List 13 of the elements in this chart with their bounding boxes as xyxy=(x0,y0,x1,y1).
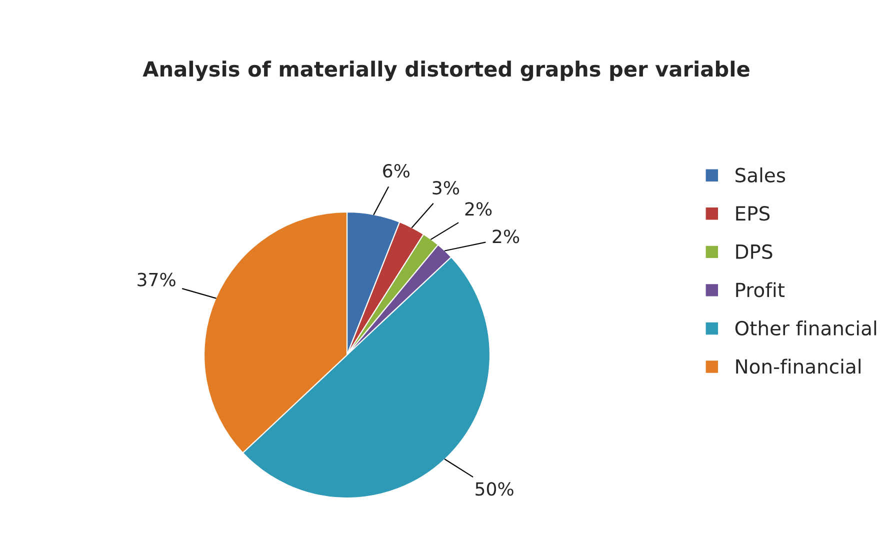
legend-label: DPS xyxy=(736,244,772,260)
data-label: 6% xyxy=(383,164,410,178)
legend-label: Profit xyxy=(736,282,785,298)
data-label: 2% xyxy=(465,202,492,216)
legend-label: Sales xyxy=(736,167,786,182)
data-label: 2% xyxy=(492,230,520,244)
legend-label: Other financial xyxy=(735,320,876,336)
data-label: 37% xyxy=(138,272,176,286)
data-label: 50% xyxy=(476,482,514,496)
legend-label: Non-financial xyxy=(736,358,860,374)
data-label: 3% xyxy=(432,180,460,195)
chart-title: Analysis of materially distorted graphs per variable xyxy=(142,60,750,82)
legend-label: EPS xyxy=(736,206,770,221)
